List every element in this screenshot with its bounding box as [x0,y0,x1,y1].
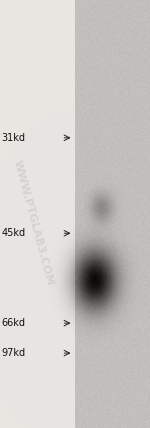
Text: 66kd: 66kd [2,318,26,328]
Text: WWW.PTGLAB3.COM: WWW.PTGLAB3.COM [11,159,55,286]
Text: 45kd: 45kd [2,228,26,238]
Text: 31kd: 31kd [2,133,26,143]
Text: 97kd: 97kd [2,348,26,358]
